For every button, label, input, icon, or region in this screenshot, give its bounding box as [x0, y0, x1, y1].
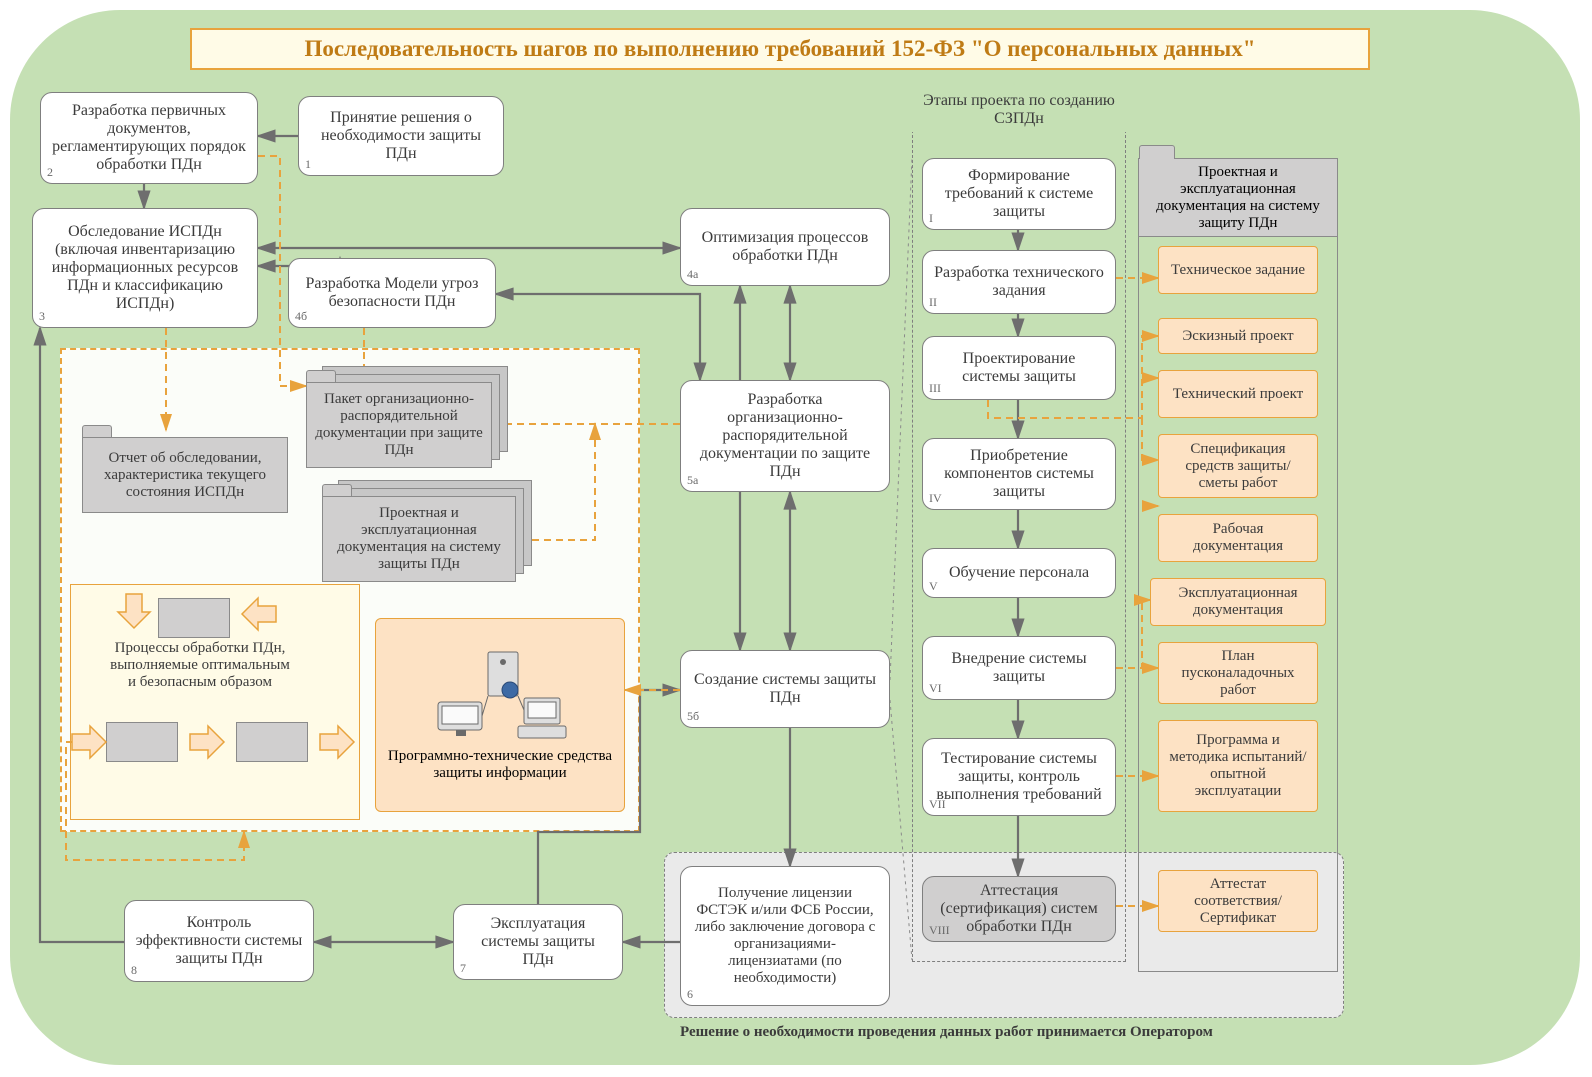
node-tag: 4б — [295, 309, 307, 324]
doc-label: Эксплуатационная документация — [1159, 585, 1317, 619]
stage-tag: I — [929, 211, 933, 226]
doc-label: Рабочая документация — [1167, 521, 1309, 555]
doc-tech-project: Технический проект — [1158, 370, 1318, 418]
doc-spec: Спецификация средств защиты/сметы работ — [1158, 434, 1318, 498]
node-tag: 5б — [687, 709, 699, 724]
title-text: Последовательность шагов по выполнению т… — [304, 36, 1255, 62]
stage-label: Приобретение компонентов системы защиты — [933, 447, 1105, 501]
doc-label: Аттестат соответствия/Сертификат — [1167, 876, 1309, 927]
node-build-szpdn: Создание системы защиты ПДн 5б — [680, 650, 890, 728]
stage-attestation: Аттестация (сертификация) систем обработ… — [922, 876, 1116, 942]
stage-testing: Тестирование системы защиты, контроль вы… — [922, 738, 1116, 816]
node-tag: 7 — [460, 961, 466, 976]
stage-tag: IV — [929, 491, 942, 506]
node-optimize: Оптимизация процессов обработки ПДн 4а — [680, 208, 890, 286]
stage-group — [912, 120, 1126, 962]
node-tag: 6 — [687, 987, 693, 1002]
node-label: Получение лицензии ФСТЭК и/или ФСБ Росси… — [691, 885, 879, 987]
node-threat-model: Разработка Модели угроз безопасности ПДн… — [288, 258, 496, 328]
stage-tz: Разработка технического заданияII — [922, 250, 1116, 314]
stage-tag: III — [929, 381, 941, 396]
artifact-projdoc: Проектная и эксплуатационная документаци… — [322, 496, 516, 582]
node-decision: Принятие решения о необходимости защиты … — [298, 96, 504, 176]
node-tag: 5а — [687, 473, 698, 488]
ptsi-label: Программно-технические средства защиты и… — [384, 748, 616, 782]
node-label: Эксплуатация системы защиты ПДн — [464, 915, 612, 969]
folder-tab-icon — [322, 484, 352, 496]
node-label: Создание системы защиты ПДн — [691, 671, 879, 707]
process-rect — [158, 598, 230, 638]
doc-label: Техническое задание — [1171, 262, 1305, 279]
hardware-icon — [430, 648, 570, 744]
stage-label: Аттестация (сертификация) систем обработ… — [933, 882, 1105, 936]
doc-op-docs: Эксплуатационная документация — [1150, 578, 1326, 626]
folder-head: Проектная и эксплуатационная документаци… — [1139, 159, 1337, 237]
stage-label: Тестирование системы защиты, контроль вы… — [933, 750, 1105, 804]
doc-work-docs: Рабочая документация — [1158, 514, 1318, 562]
doc-pnw-plan: План пусконаладочных работ — [1158, 642, 1318, 704]
stage-requirements: Формирование требований к системе защиты… — [922, 158, 1116, 230]
doc-sketch: Эскизный проект — [1158, 318, 1318, 354]
node-primary-docs: Разработка первичных документов, регламе… — [40, 92, 258, 184]
stage-label: Обучение персонала — [949, 564, 1089, 582]
node-licensing: Получение лицензии ФСТЭК и/или ФСБ Росси… — [680, 866, 890, 1006]
process-rect — [106, 722, 178, 762]
node-control: Контроль эффективности системы защиты ПД… — [124, 900, 314, 982]
stage-group-title: Этапы проекта по созданию СЗПДн — [906, 92, 1132, 132]
stage-procurement: Приобретение компонентов системы защитыI… — [922, 438, 1116, 510]
artifact-label: Проектная и эксплуатационная документаци… — [331, 505, 507, 573]
node-operation: Эксплуатация системы защиты ПДн7 — [453, 904, 623, 980]
doc-test-program: Программа и методика испытаний/опытной э… — [1158, 720, 1318, 812]
node-org-docs: Разработка организационно-распорядительн… — [680, 380, 890, 492]
stage-tag: II — [929, 295, 937, 310]
node-tag: 3 — [39, 309, 45, 324]
stage-tag: VI — [929, 681, 942, 696]
doc-label: Эскизный проект — [1182, 328, 1293, 345]
ptsi-panel: Программно-технические средства защиты и… — [375, 618, 625, 812]
footnote: Решение о необходимости проведения данны… — [680, 1024, 1213, 1041]
artifact-orgdoc: Пакет организационно-распорядительной до… — [306, 382, 492, 468]
node-label: Разработка Модели угроз безопасности ПДн — [299, 275, 485, 311]
doc-label: Программа и методика испытаний/опытной э… — [1167, 732, 1309, 800]
stage-tag: VII — [929, 797, 946, 812]
node-tag: 2 — [47, 165, 53, 180]
stage-label: Формирование требований к системе защиты — [933, 167, 1105, 221]
stage-training: Обучение персонала V — [922, 548, 1116, 598]
node-tag: 4а — [687, 267, 698, 282]
folder-tab-icon — [1139, 145, 1175, 159]
artifact-label: Пакет организационно-распорядительной до… — [315, 391, 483, 459]
node-label: Разработка первичных документов, регламе… — [51, 102, 247, 174]
node-label: Контроль эффективности системы защиты ПД… — [135, 914, 303, 968]
process-caption: Процессы обработки ПДн, выполняемые опти… — [110, 640, 290, 720]
node-tag: 8 — [131, 963, 137, 978]
stage-group-title-text: Этапы проекта по созданию СЗПДн — [923, 92, 1115, 127]
node-label: Принятие решения о необходимости защиты … — [309, 109, 493, 163]
doc-certificate: Аттестат соответствия/Сертификат — [1158, 870, 1318, 932]
folder-tab-icon — [82, 425, 112, 437]
doc-label: Спецификация средств защиты/сметы работ — [1167, 441, 1309, 492]
doc-label: Технический проект — [1173, 386, 1303, 403]
doc-tz: Техническое задание — [1158, 246, 1318, 294]
footnote-text: Решение о необходимости проведения данны… — [680, 1024, 1213, 1040]
folder-head-text: Проектная и эксплуатационная документаци… — [1147, 164, 1329, 232]
stage-tag: V — [929, 579, 938, 594]
node-tag: 1 — [305, 157, 311, 172]
stage-label: Внедрение системы защиты — [933, 650, 1105, 686]
stage-deploy: Внедрение системы защитыVI — [922, 636, 1116, 700]
diagram-title: Последовательность шагов по выполнению т… — [190, 28, 1370, 70]
stage-tag: VIII — [929, 923, 950, 938]
stage-design: Проектирование системы защитыIII — [922, 336, 1116, 400]
node-ispdn-survey: Обследование ИСПДн (включая инвентаризац… — [32, 208, 258, 328]
artifact-label: Отчет об обследовании, характеристика те… — [91, 450, 279, 501]
process-rect — [236, 722, 308, 762]
node-label: Разработка организационно-распорядительн… — [691, 391, 879, 481]
stage-label: Проектирование системы защиты — [933, 350, 1105, 386]
artifact-report: Отчет об обследовании, характеристика те… — [82, 437, 288, 513]
node-label: Оптимизация процессов обработки ПДн — [691, 229, 879, 265]
node-label: Обследование ИСПДн (включая инвентаризац… — [43, 223, 247, 313]
folder-tab-icon — [306, 370, 336, 382]
process-caption-text: Процессы обработки ПДн, выполняемые опти… — [110, 640, 290, 690]
stage-label: Разработка технического задания — [933, 264, 1105, 300]
doc-label: План пусконаладочных работ — [1167, 648, 1309, 699]
